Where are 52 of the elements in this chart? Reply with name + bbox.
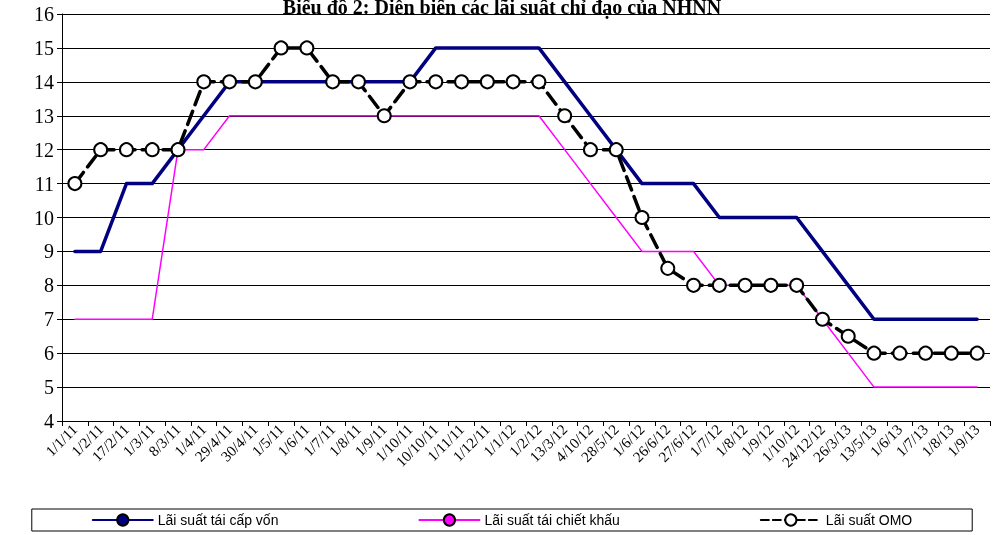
- point: [325, 74, 341, 90]
- point: [479, 74, 495, 90]
- point: [582, 142, 598, 158]
- line-series: [73, 46, 979, 321]
- legend-label: Lãi suất tái cấp vốn: [157, 512, 279, 528]
- point: [840, 328, 856, 344]
- y-tick-label: 6: [44, 342, 54, 365]
- point: [660, 260, 676, 276]
- point: [634, 210, 650, 225]
- point: [247, 74, 263, 90]
- y-tick-label: 8: [44, 274, 54, 297]
- point: [118, 142, 134, 158]
- point: [737, 277, 753, 293]
- y-tick-label: 13: [34, 104, 54, 127]
- point: [428, 74, 444, 90]
- point: [892, 345, 908, 361]
- point: [866, 345, 882, 361]
- y-tick-label: 11: [34, 172, 54, 195]
- point: [273, 40, 289, 56]
- y-tick-label: 10: [34, 206, 54, 229]
- y-tick-label: 14: [34, 70, 54, 93]
- point: [918, 345, 934, 361]
- point: [608, 142, 624, 158]
- point: [350, 74, 366, 90]
- point: [402, 74, 418, 90]
- point: [763, 277, 779, 293]
- point: [943, 345, 959, 361]
- y-tick-label: 7: [44, 308, 54, 331]
- point: [505, 74, 521, 90]
- y-tick-label: 5: [44, 376, 54, 399]
- point: [67, 176, 83, 192]
- point: [299, 40, 315, 56]
- point: [969, 345, 985, 361]
- legend-label: Lãi suất OMO: [825, 512, 913, 528]
- point: [376, 108, 392, 124]
- y-tick-label: 15: [34, 36, 54, 59]
- point: [557, 108, 573, 124]
- point: [686, 277, 702, 293]
- point: [222, 74, 238, 90]
- y-tick-label: 12: [34, 138, 54, 161]
- point: [814, 311, 830, 327]
- y-tick-label: 16: [34, 3, 54, 25]
- point: [531, 74, 547, 90]
- point: [789, 277, 805, 293]
- point: [196, 74, 212, 90]
- legend-label: Lãi suất tái chiết khấu: [484, 512, 620, 528]
- point: [93, 142, 109, 158]
- point: [144, 142, 160, 158]
- point: [170, 142, 186, 158]
- point: [711, 277, 727, 293]
- point: [454, 74, 470, 90]
- y-tick-label: 9: [44, 240, 54, 263]
